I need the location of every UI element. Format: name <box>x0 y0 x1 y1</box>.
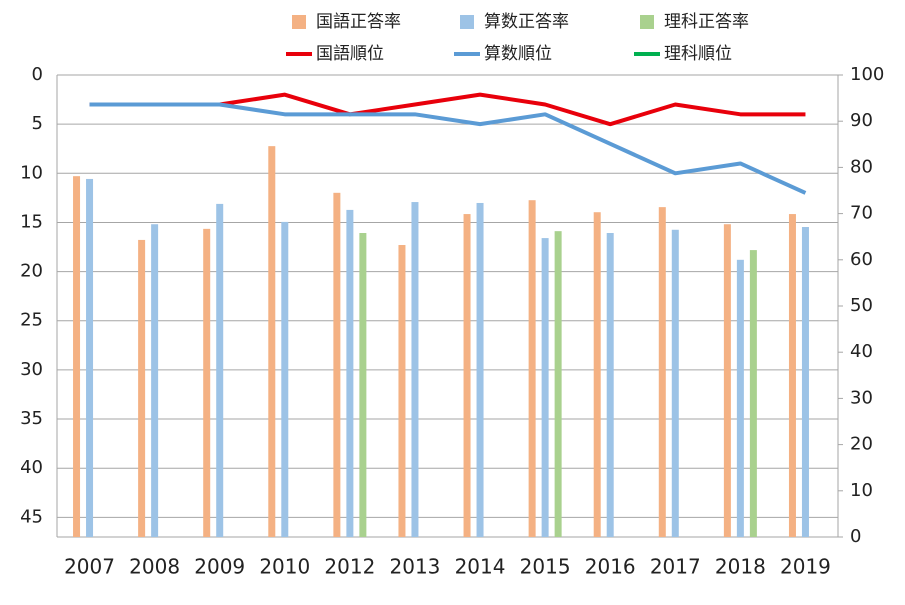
y2-tick-label: 60 <box>850 249 873 270</box>
y-tick-label: 5 <box>32 113 43 134</box>
y2-tick-label: 30 <box>850 387 873 408</box>
legend-label: 国語正答率 <box>316 12 401 32</box>
x-tick-label: 2013 <box>390 555 441 579</box>
y-tick-label: 45 <box>20 506 43 527</box>
x-tick-label: 2017 <box>650 555 701 579</box>
x-tick-label: 2018 <box>715 555 766 579</box>
y2-tick-label: 10 <box>850 480 873 501</box>
bar <box>788 214 796 537</box>
x-tick-label: 2008 <box>129 555 180 579</box>
bar <box>346 209 354 538</box>
bar <box>476 202 484 537</box>
y-tick-label: 10 <box>20 162 43 183</box>
x-tick-label: 2010 <box>259 555 310 579</box>
legend-swatch <box>640 15 654 29</box>
bar <box>268 146 276 537</box>
y-tick-label: 0 <box>32 64 43 85</box>
bar <box>554 231 562 537</box>
bar <box>749 250 757 537</box>
x-tick-label: 2012 <box>324 555 375 579</box>
bar <box>671 229 679 537</box>
legend-label: 算数順位 <box>484 44 552 64</box>
bar <box>463 214 471 537</box>
legend-label: 理科順位 <box>664 44 732 64</box>
legend-label: 理科正答率 <box>664 12 749 32</box>
y-tick-label: 40 <box>20 457 43 478</box>
bar <box>203 228 211 537</box>
y2-tick-label: 80 <box>850 156 873 177</box>
bar <box>801 226 809 538</box>
x-tick-label: 2009 <box>194 555 245 579</box>
bar <box>541 238 549 537</box>
bar <box>658 207 666 537</box>
bar <box>723 224 731 537</box>
bar <box>736 259 744 537</box>
x-tick-label: 2016 <box>585 555 636 579</box>
bar <box>411 202 419 538</box>
y-tick-label: 30 <box>20 359 43 380</box>
bar <box>333 192 341 537</box>
x-tick-label: 2015 <box>520 555 571 579</box>
y-tick-label: 35 <box>20 408 43 429</box>
bar <box>593 212 601 538</box>
legend-swatch <box>292 15 306 29</box>
x-tick-label: 2019 <box>780 555 831 579</box>
y-tick-label: 25 <box>20 310 43 331</box>
legend-label: 算数正答率 <box>484 12 569 32</box>
y2-tick-label: 50 <box>850 295 873 316</box>
y2-tick-label: 40 <box>850 341 873 362</box>
bar <box>528 200 536 537</box>
bar <box>359 233 367 537</box>
y2-tick-label: 90 <box>850 110 873 131</box>
y2-tick-label: 100 <box>850 64 884 85</box>
x-tick-label: 2007 <box>64 555 115 579</box>
bar <box>606 233 614 537</box>
bar <box>73 176 81 538</box>
y-tick-label: 20 <box>20 261 43 282</box>
bar <box>281 221 289 537</box>
x-tick-label: 2014 <box>455 555 506 579</box>
bar <box>216 203 224 537</box>
line-series <box>89 102 807 195</box>
legend-label: 国語順位 <box>316 44 384 64</box>
bar <box>398 245 406 538</box>
bar <box>86 178 94 537</box>
y-tick-label: 15 <box>20 211 43 232</box>
y2-tick-label: 20 <box>850 434 873 455</box>
y2-tick-label: 70 <box>850 203 873 224</box>
bar <box>151 224 159 537</box>
y2-tick-label: 0 <box>850 526 861 547</box>
bar <box>138 239 146 537</box>
legend-swatch <box>460 15 474 29</box>
